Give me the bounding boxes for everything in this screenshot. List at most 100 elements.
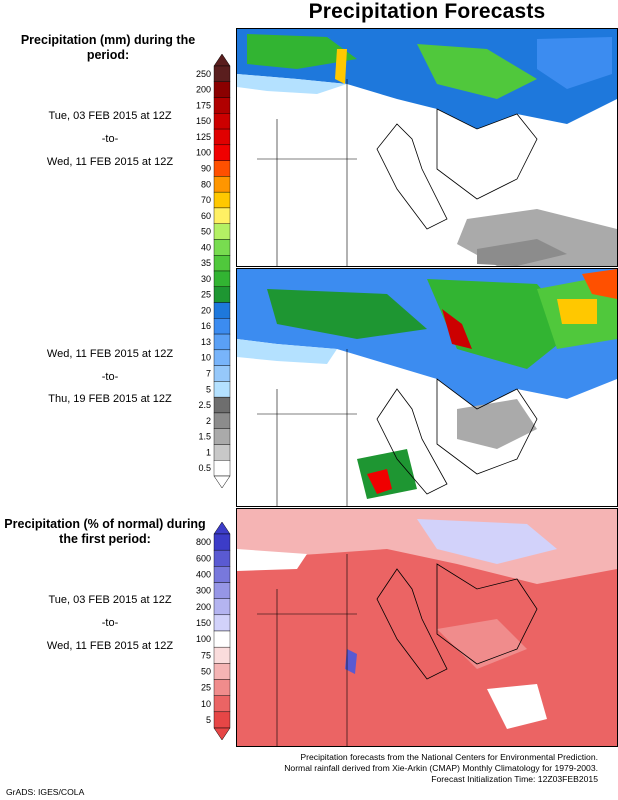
mm-color-scale: 2502001751501251009080706050403530252016… xyxy=(196,54,231,488)
mm-scale-swatch xyxy=(213,318,231,335)
pct-scale-swatch xyxy=(213,711,231,729)
precip-pct-heading: Precipitation (% of normal) during the f… xyxy=(4,517,206,546)
mm-scale-label: 35 xyxy=(201,258,211,268)
mm-scale-label: 30 xyxy=(201,274,211,284)
period1-end: Wed, 11 FEB 2015 at 12Z xyxy=(46,156,174,168)
mm-scale-label: 100 xyxy=(196,148,211,158)
mm-scale-label: 250 xyxy=(196,69,211,79)
pct-scale-label: 5 xyxy=(206,715,211,725)
mm-scale-label: 90 xyxy=(201,164,211,174)
pct-scale-cap-top xyxy=(213,522,231,535)
period2-end: Thu, 19 FEB 2015 at 12Z xyxy=(48,393,172,405)
mm-scale-label: 16 xyxy=(201,321,211,331)
pct-color-scale: 800 600 400 300 200 150 100 75 50 25 10 5 xyxy=(196,522,231,740)
mm-scale-label: 40 xyxy=(201,242,211,252)
pct-scale-label: 200 xyxy=(196,602,211,612)
mm-scale-swatch xyxy=(213,160,231,177)
mm-scale-swatch xyxy=(213,113,231,130)
mm-scale-swatch xyxy=(213,381,231,398)
precip-percent-map xyxy=(236,508,618,747)
page-title: Precipitation Forecasts xyxy=(308,0,546,23)
mm-scale-label: 80 xyxy=(201,179,211,189)
pct-scale-label: 300 xyxy=(196,586,211,596)
mm-scale-swatch xyxy=(213,302,231,319)
mm-scale-swatch xyxy=(213,81,231,98)
mm-scale-swatch xyxy=(213,444,231,461)
mm-scale-cap-top xyxy=(213,54,231,67)
pct-scale-label: 150 xyxy=(196,618,211,628)
period2-start: Wed, 11 FEB 2015 at 12Z xyxy=(46,348,174,360)
mm-scale-swatch xyxy=(213,207,231,224)
mm-scale-swatch xyxy=(213,349,231,366)
mm-scale-label: 175 xyxy=(196,100,211,110)
mm-scale-label: 5 xyxy=(206,384,211,394)
pct-scale-swatch xyxy=(213,533,231,551)
mm-scale-label: 2 xyxy=(206,416,211,426)
mm-scale-cap-bottom xyxy=(213,475,231,488)
mm-scale-swatch xyxy=(213,144,231,161)
mm-scale-swatch xyxy=(213,428,231,445)
footer-notes: Precipitation forecasts from the Nationa… xyxy=(238,752,598,785)
pct-scale-swatch xyxy=(213,679,231,696)
pct-scale-label: 400 xyxy=(196,569,211,579)
map1-graphic xyxy=(237,29,617,266)
pct-scale-swatch xyxy=(213,614,231,632)
mm-scale-swatch xyxy=(213,365,231,382)
period3-end: Wed, 11 FEB 2015 at 12Z xyxy=(46,640,174,652)
mm-scale-label: 25 xyxy=(201,290,211,300)
mm-scale-label: 125 xyxy=(196,132,211,142)
mm-scale-label: 7 xyxy=(206,369,211,379)
mm-scale-label: 60 xyxy=(201,211,211,221)
pct-scale-label: 25 xyxy=(201,683,211,693)
mm-scale-swatch xyxy=(213,412,231,429)
period2-sep: -to- xyxy=(101,371,119,383)
mm-scale-swatch xyxy=(213,223,231,240)
pct-scale-swatch xyxy=(213,695,231,713)
mm-scale-swatch xyxy=(213,191,231,209)
pct-scale-label: 100 xyxy=(196,634,211,644)
mm-scale-label: 1 xyxy=(206,447,211,457)
precip-map-period1 xyxy=(236,28,618,267)
pct-scale-label: 600 xyxy=(196,553,211,563)
pct-scale-label: 800 xyxy=(196,537,211,547)
period1-start: Tue, 03 FEB 2015 at 12Z xyxy=(48,110,172,122)
mm-scale-label: 70 xyxy=(201,195,211,205)
precip-map-period2 xyxy=(236,268,618,507)
pct-scale-swatch xyxy=(213,549,231,567)
mm-scale-swatch xyxy=(213,97,231,114)
period1-sep: -to- xyxy=(101,133,119,145)
mm-scale-swatch xyxy=(213,270,231,287)
mm-scale-swatch xyxy=(213,333,231,351)
pct-scale-swatch xyxy=(213,582,231,599)
pct-scale-cap-bottom xyxy=(213,727,231,740)
map3-graphic xyxy=(237,509,617,746)
mm-scale-label: 0.5 xyxy=(198,463,211,473)
pct-scale-swatch xyxy=(213,630,231,648)
period3-start: Tue, 03 FEB 2015 at 12Z xyxy=(48,594,172,606)
mm-scale-swatch xyxy=(213,239,231,256)
pct-scale-swatch xyxy=(213,646,231,664)
footer-line2: Normal rainfall derived from Xie-Arkin (… xyxy=(284,763,598,773)
pct-scale-label: 10 xyxy=(201,699,211,709)
pct-scale-swatch xyxy=(213,663,231,680)
mm-scale-swatch xyxy=(213,396,231,414)
pct-scale-label: 75 xyxy=(201,650,211,660)
pct-scale-label: 50 xyxy=(201,666,211,676)
mm-scale-label: 13 xyxy=(201,337,211,347)
mm-scale-label: 50 xyxy=(201,227,211,237)
mm-scale-label: 2.5 xyxy=(198,400,211,410)
mm-scale-label: 10 xyxy=(201,353,211,363)
pct-scale-swatch xyxy=(213,566,231,583)
mm-scale-swatch xyxy=(213,460,231,477)
credit-text: GrADS: IGES/COLA xyxy=(6,787,85,797)
mm-scale-swatch xyxy=(213,65,231,82)
period3-sep: -to- xyxy=(101,617,119,629)
map2-graphic xyxy=(237,269,617,506)
mm-scale-swatch xyxy=(213,128,231,146)
pct-scale-swatch xyxy=(213,598,231,616)
mm-scale-swatch xyxy=(213,286,231,303)
mm-scale-swatch xyxy=(213,255,231,272)
precip-mm-heading: Precipitation (mm) during the period: xyxy=(20,33,196,62)
footer-line3: Forecast Initialization Time: 12Z03FEB20… xyxy=(431,774,598,784)
mm-scale-label: 1.5 xyxy=(198,432,211,442)
